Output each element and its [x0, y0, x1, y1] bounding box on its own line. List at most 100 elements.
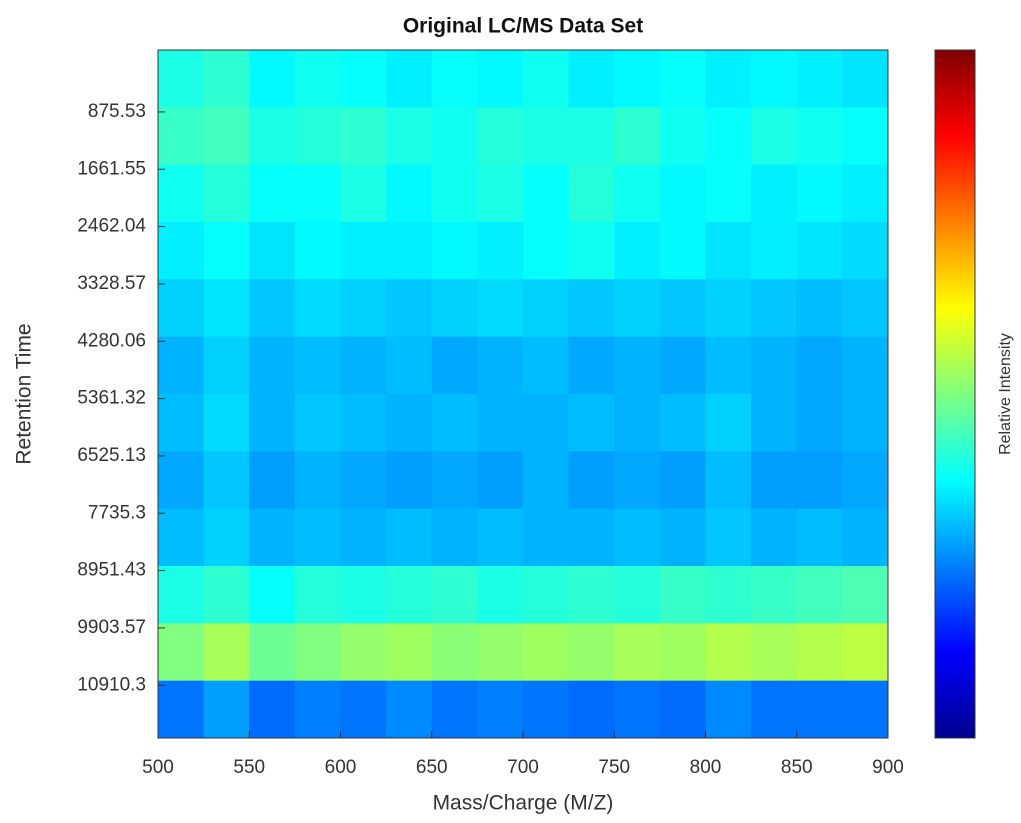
heatmap-cell [386, 451, 433, 510]
heatmap-cell [340, 164, 387, 223]
heatmap-cell [386, 107, 433, 166]
y-tick-label: 3328.57 [77, 273, 146, 294]
heatmap-cell [294, 222, 341, 280]
heatmap-cell [294, 508, 341, 567]
heatmap-cell [705, 451, 752, 510]
heatmap-cell [294, 107, 341, 166]
x-tick-label: 700 [507, 757, 539, 778]
heatmap-cell [340, 50, 387, 108]
heatmap-cell [386, 222, 433, 280]
heatmap-cell [477, 164, 524, 223]
heatmap-cell [203, 623, 250, 682]
heatmap-cell [477, 566, 524, 624]
heatmap-cell [477, 107, 524, 166]
heatmap-cell [614, 222, 661, 280]
heatmap-cell [477, 394, 524, 452]
heatmap-cell [431, 566, 478, 624]
heatmap-cell [751, 566, 798, 624]
heatmap-cell [431, 50, 478, 108]
heatmap-cell [568, 566, 615, 624]
heatmap-cell [842, 279, 889, 338]
heatmap-cell [523, 623, 570, 682]
heatmap-cell [523, 279, 570, 338]
heatmap-cell [705, 50, 752, 108]
heatmap-cell [249, 164, 296, 223]
heatmap-cell [796, 336, 843, 395]
heatmap-cell [751, 164, 798, 223]
heatmap-cell [796, 508, 843, 567]
heatmap-cell [659, 164, 706, 223]
heatmap-cell [751, 279, 798, 338]
heatmap-cell [431, 164, 478, 223]
heatmap-cell [431, 508, 478, 567]
x-tick-label: 900 [872, 757, 904, 778]
y-tick-label: 5361.32 [77, 388, 146, 409]
heatmap-cell [294, 50, 341, 108]
heatmap-cell [842, 623, 889, 682]
heatmap-cell [796, 451, 843, 510]
y-tick-label: 1661.55 [77, 158, 146, 179]
heatmap-cell [842, 508, 889, 567]
heatmap-cell [614, 451, 661, 510]
y-tick-label: 8951.43 [77, 560, 146, 581]
heatmap-cell [158, 222, 205, 280]
heatmap-cell [659, 279, 706, 338]
heatmap-cell [842, 566, 889, 624]
heatmap-cell [158, 50, 205, 108]
heatmap-cell [614, 164, 661, 223]
heatmap-cell [705, 680, 752, 739]
heatmap-cell [705, 336, 752, 395]
heatmap-cell [659, 680, 706, 739]
heatmap-cell [203, 50, 250, 108]
y-tick-label: 6525.13 [77, 445, 146, 466]
heatmap-cell [431, 279, 478, 338]
heatmap-cell [203, 394, 250, 452]
heatmap-cell [796, 394, 843, 452]
heatmap-cell [203, 222, 250, 280]
y-tick-label: 2462.04 [77, 216, 146, 237]
heatmap-cell [659, 336, 706, 395]
heatmap-cell [751, 336, 798, 395]
heatmap-cell [751, 623, 798, 682]
heatmap-cell [249, 279, 296, 338]
heatmap-cell [203, 336, 250, 395]
heatmap-cell [340, 394, 387, 452]
heatmap-cell [751, 222, 798, 280]
x-tick-label: 650 [416, 757, 448, 778]
heatmap-cell [203, 451, 250, 510]
heatmap-cell [203, 107, 250, 166]
heatmap-cell [158, 336, 205, 395]
heatmap-cell [659, 508, 706, 567]
heatmap-cell [386, 508, 433, 567]
heatmap-cell [477, 336, 524, 395]
heatmap-cell [751, 680, 798, 739]
heatmap-cell [523, 451, 570, 510]
heatmap-cell [386, 164, 433, 223]
heatmap-cell [158, 164, 205, 223]
colorbar-label: Relative Intensity [997, 333, 1014, 455]
heatmap-cell [568, 394, 615, 452]
heatmap-cell [158, 451, 205, 510]
x-tick-label: 600 [325, 757, 357, 778]
heatmap-cell [568, 680, 615, 739]
heatmap-cell [431, 451, 478, 510]
heatmap-cell [751, 451, 798, 510]
heatmap-cell [294, 566, 341, 624]
heatmap-cell [614, 623, 661, 682]
heatmap-cell [568, 164, 615, 223]
heatmap-cell [796, 566, 843, 624]
heatmap-cell [340, 222, 387, 280]
heatmap-cell [796, 50, 843, 108]
heatmap-cell [386, 336, 433, 395]
chart-title: Original LC/MS Data Set [403, 15, 643, 38]
heatmap-cell [294, 279, 341, 338]
heatmap-cell [659, 623, 706, 682]
heatmap-cell [705, 508, 752, 567]
heatmap-cell [477, 508, 524, 567]
heatmap-cell [523, 107, 570, 166]
heatmap-cell [842, 394, 889, 452]
heatmap-cell [523, 566, 570, 624]
heatmap-cell [523, 336, 570, 395]
y-tick-label: 7735.3 [88, 502, 146, 523]
